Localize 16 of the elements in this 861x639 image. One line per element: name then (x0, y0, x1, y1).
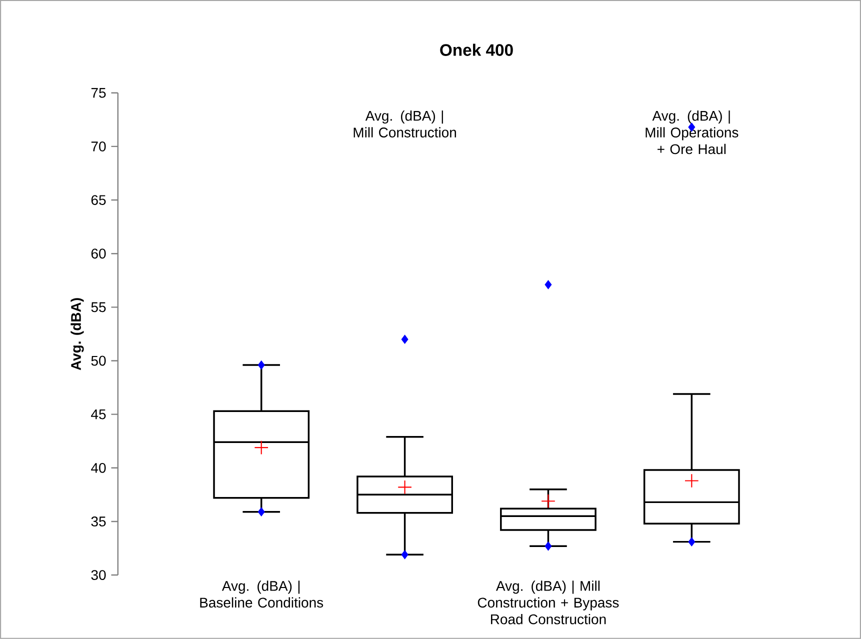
y-tick-label: 60 (91, 248, 106, 259)
y-axis-title: Avg. (dBA) (70, 298, 84, 370)
x-tick-label: Avg. (dBA) | Mill Construction (354, 110, 456, 138)
y-tick-label: 45 (91, 409, 106, 420)
y-tick-label: 70 (91, 142, 106, 152)
y-tick-label: 30 (91, 570, 106, 580)
y-tick-label: 40 (91, 462, 106, 473)
y-tick-label: 65 (91, 195, 106, 206)
y-tick-label: 75 (91, 88, 106, 98)
y-tick-label: 55 (91, 302, 106, 312)
y-tick-label: 35 (91, 516, 106, 526)
y-tick-label: 50 (91, 356, 106, 366)
x-tick-label: Avg. (dBA) | Mill Operations + Ore Haul (646, 110, 738, 154)
x-tick-label: Avg. (dBA) | Mill Construction + Bypass Road Construction (478, 580, 619, 624)
x-tick-label: Avg. (dBA) | Baseline Conditions (200, 580, 324, 608)
chart-title: Onek 400 (440, 44, 513, 56)
